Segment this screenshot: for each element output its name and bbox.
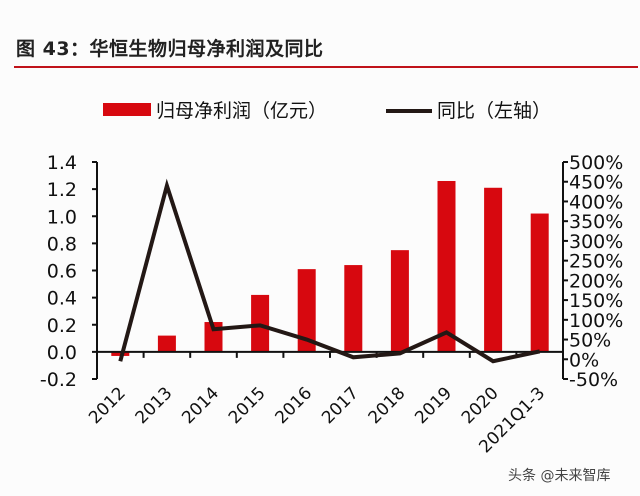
right-tick-label: 400%: [569, 191, 623, 213]
left-tick-label: 1.2: [47, 179, 77, 201]
right-tick-label: 450%: [569, 172, 623, 194]
x-tick-label: 2012: [85, 383, 130, 428]
bar-2020: [484, 187, 503, 352]
left-tick-label: 0.8: [47, 233, 77, 255]
x-tick-label: 2013: [132, 383, 177, 428]
bar-2016: [297, 269, 316, 352]
right-tick-label: 250%: [569, 251, 623, 273]
right-tick-label: 350%: [569, 211, 623, 233]
title-rule: [14, 66, 638, 68]
bar-2019: [437, 180, 456, 352]
legend-line-label: 同比（左轴）: [437, 100, 551, 122]
x-tick-label: 2016: [272, 383, 317, 428]
x-tick-label: 2017: [318, 383, 363, 428]
right-tick-label: 300%: [569, 231, 623, 253]
x-tick-label: 2015: [225, 383, 270, 428]
right-tick-label: -50%: [569, 369, 618, 391]
bar-2021Q1-3: [530, 213, 549, 352]
right-tick-label: 50%: [569, 330, 611, 352]
legend-bar-swatch: [103, 103, 151, 116]
x-tick-label: 2018: [365, 383, 410, 428]
left-tick-label: 0.2: [47, 315, 77, 337]
left-tick-label: 0.4: [47, 288, 77, 310]
right-tick-label: 100%: [569, 310, 623, 332]
watermark: 头条 @未来智库: [508, 468, 611, 484]
left-tick-label: 0.6: [47, 261, 77, 283]
right-tick-label: 0%: [569, 349, 599, 371]
legend-bar-label: 归母净利润（亿元）: [156, 100, 327, 122]
bar-2018: [390, 250, 409, 352]
left-tick-label: -0.2: [40, 369, 77, 391]
left-tick-label: 0.0: [47, 342, 77, 364]
x-tick-label: 2014: [178, 383, 223, 428]
yoy-line: [118, 178, 541, 364]
left-tick-label: 1.4: [47, 152, 77, 174]
chart-title: 图 43：华恒生物归母净利润及同比: [16, 38, 324, 60]
left-tick-label: 1.0: [47, 206, 77, 228]
bar-2017: [344, 265, 363, 352]
right-tick-label: 200%: [569, 270, 623, 292]
right-tick-label: 150%: [569, 290, 623, 312]
right-tick-label: 500%: [569, 152, 623, 174]
bar-2013: [157, 335, 176, 352]
x-tick-label: 2019: [411, 383, 456, 428]
